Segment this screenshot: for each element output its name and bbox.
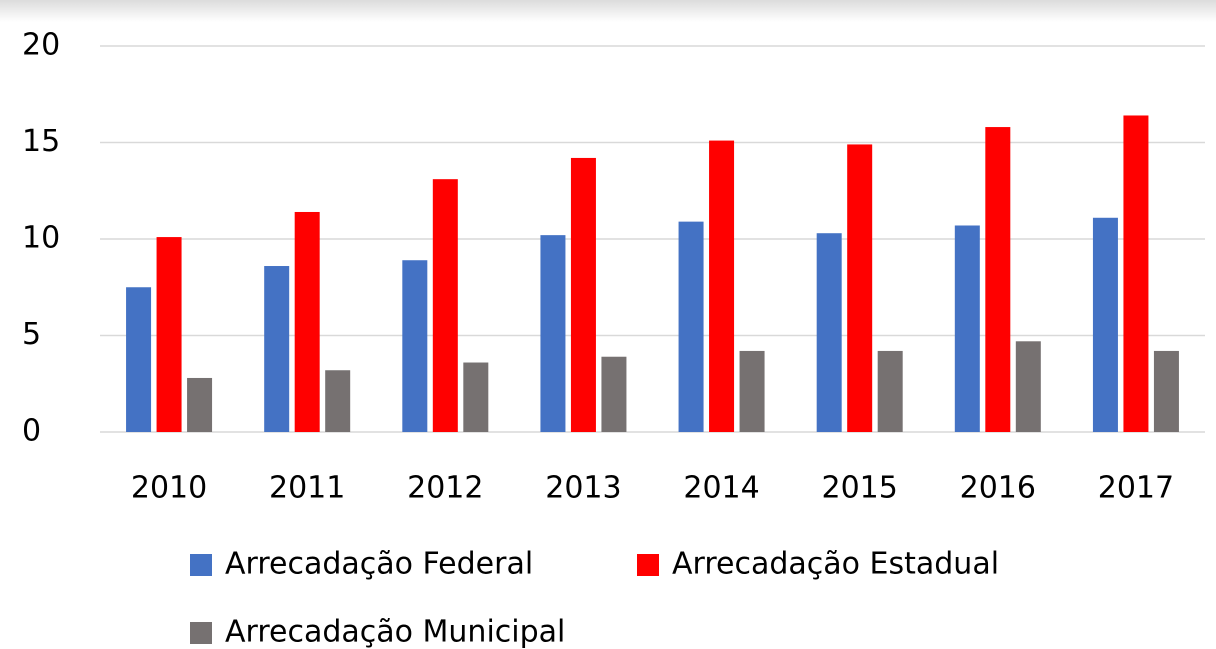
bar <box>1092 217 1118 432</box>
legend-label: Arrecadação Municipal <box>225 615 565 649</box>
bar <box>156 237 182 432</box>
bar <box>985 127 1011 432</box>
bar <box>463 362 489 432</box>
legend-swatch <box>190 554 212 576</box>
bar <box>1153 350 1179 432</box>
bar <box>187 377 213 432</box>
x-tick-label: 2010 <box>131 471 207 506</box>
x-tick-label: 2016 <box>960 471 1036 506</box>
x-tick-label: 2017 <box>1098 471 1174 506</box>
bar <box>264 266 290 432</box>
y-tick-label: 0 <box>22 414 41 449</box>
bar <box>739 350 765 432</box>
bar <box>1015 341 1041 432</box>
y-tick-label: 5 <box>22 317 41 352</box>
x-tick-label: 2015 <box>822 471 898 506</box>
bar <box>325 370 351 432</box>
legend-swatch <box>637 554 659 576</box>
legend-label: Arrecadação Federal <box>225 547 533 582</box>
x-tick-label: 2012 <box>407 471 483 506</box>
y-tick-label: 20 <box>22 28 60 63</box>
top-band <box>0 0 1216 22</box>
legend-swatch <box>190 622 212 644</box>
bar <box>570 157 596 432</box>
x-tick-label: 2014 <box>683 471 759 506</box>
bar <box>1123 115 1149 432</box>
bar <box>126 287 152 432</box>
bar <box>709 140 735 432</box>
y-tick-label: 10 <box>22 221 60 256</box>
bar <box>816 233 842 432</box>
bar <box>877 350 903 432</box>
legend-label: Arrecadação Estadual <box>672 547 999 582</box>
bar <box>847 144 873 432</box>
x-tick-label: 2013 <box>545 471 621 506</box>
bar <box>402 260 428 432</box>
bar <box>601 356 627 432</box>
bar <box>678 221 704 432</box>
bar <box>294 211 320 432</box>
bar <box>540 235 566 432</box>
y-tick-label: 15 <box>22 124 60 159</box>
bar <box>954 225 980 432</box>
bar <box>432 179 458 432</box>
x-tick-label: 2011 <box>269 471 345 506</box>
